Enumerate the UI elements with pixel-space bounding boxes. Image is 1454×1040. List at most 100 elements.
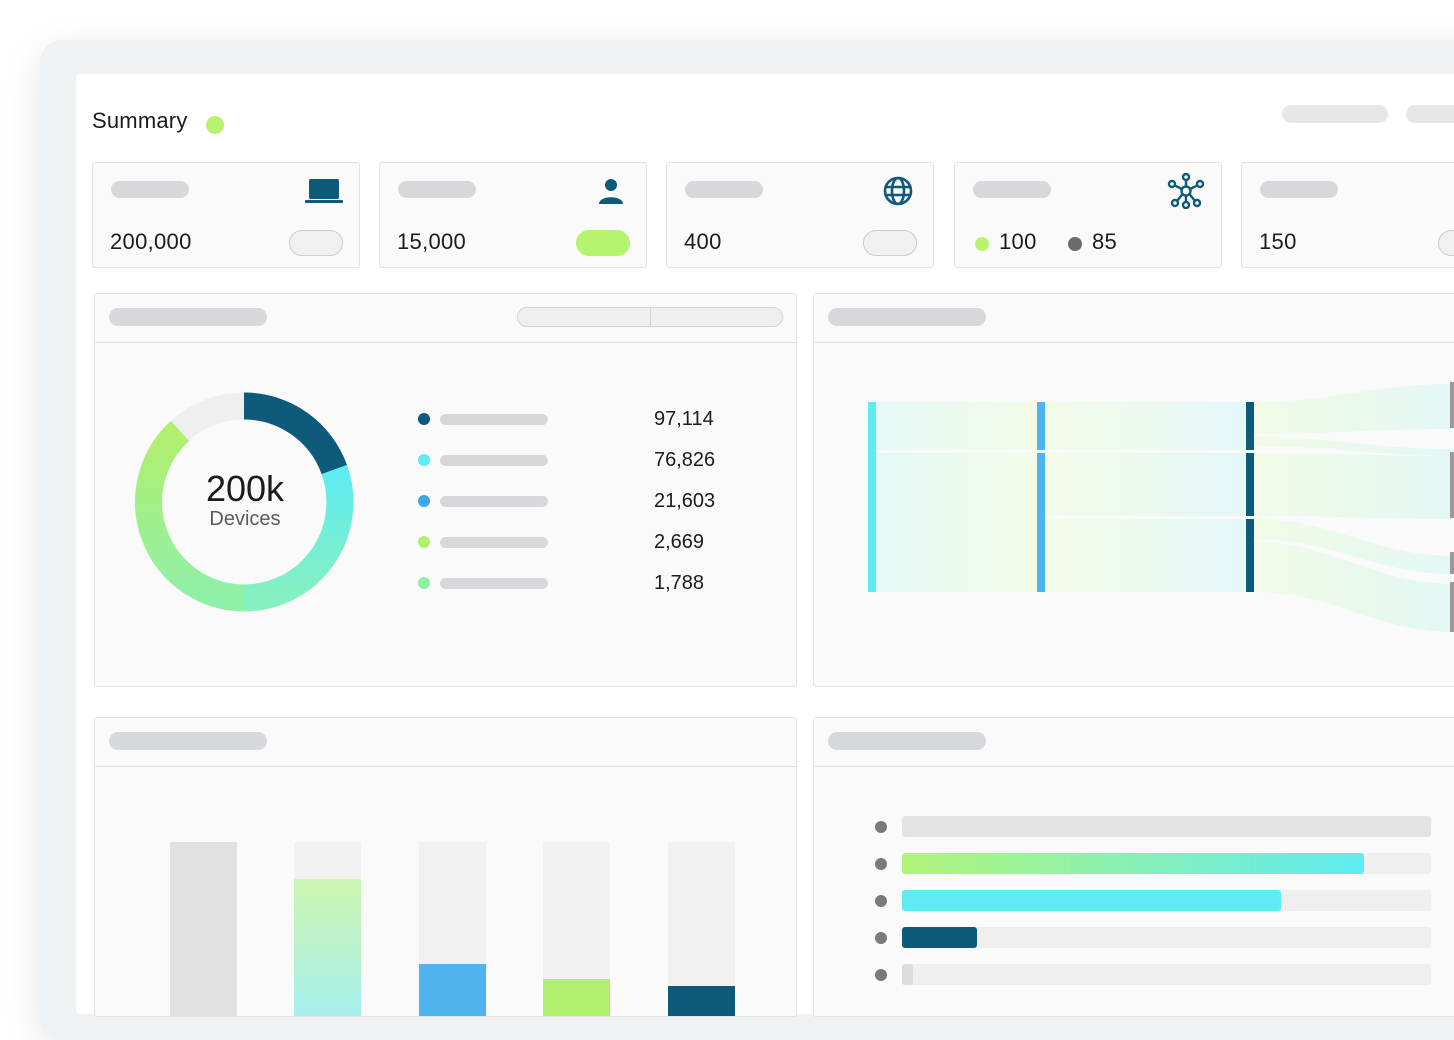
stat-card-other[interactable]: 150 bbox=[1241, 162, 1454, 268]
legend-value: 1,788 bbox=[654, 572, 705, 594]
legend-value: 21,603 bbox=[654, 490, 716, 512]
stat-card-devices[interactable]: 200,000 bbox=[92, 162, 360, 268]
sankey-node bbox=[1246, 453, 1254, 516]
bar-track bbox=[902, 853, 1431, 874]
sankey-node bbox=[1246, 402, 1254, 450]
donut-center-value: 200k bbox=[205, 468, 285, 509]
legend-label-placeholder bbox=[440, 537, 548, 548]
bar-column bbox=[294, 842, 361, 1016]
toggle-switch[interactable] bbox=[863, 230, 917, 256]
bar-row-dot bbox=[875, 932, 887, 944]
donut-segment bbox=[135, 421, 245, 612]
stat-value: 15,000 bbox=[397, 229, 467, 254]
toggle-switch[interactable] bbox=[289, 230, 343, 256]
legend-value: 76,826 bbox=[654, 449, 716, 471]
stat-card-network[interactable]: 100 85 bbox=[954, 162, 1222, 268]
legend-dot bbox=[418, 495, 430, 507]
sankey-flow bbox=[1254, 384, 1454, 434]
bar-track bbox=[902, 816, 1431, 837]
legend-value: 2,669 bbox=[654, 531, 705, 553]
legend-dot bbox=[418, 577, 430, 589]
bar-fill bbox=[902, 890, 1281, 911]
sankey-node bbox=[1450, 452, 1454, 518]
legend-label-placeholder bbox=[440, 414, 548, 425]
legend-dot bbox=[418, 454, 430, 466]
sankey-chart bbox=[868, 382, 1454, 632]
bar-row-dot bbox=[875, 858, 887, 870]
bar-fill bbox=[902, 927, 977, 948]
legend-label-placeholder bbox=[440, 455, 548, 466]
vertical-bar-panel bbox=[94, 717, 797, 1017]
sankey-node bbox=[1037, 402, 1045, 450]
sankey-flow bbox=[1254, 453, 1454, 519]
panel-title-placeholder bbox=[109, 732, 267, 750]
panel-title-placeholder bbox=[828, 308, 986, 326]
panel-header bbox=[95, 718, 796, 767]
sankey-node bbox=[1450, 382, 1454, 428]
network-hub-icon bbox=[1167, 173, 1205, 209]
bar-row-dot bbox=[875, 969, 887, 981]
flow-panel bbox=[813, 293, 1454, 687]
card-label-placeholder bbox=[1260, 181, 1338, 198]
bar-fill bbox=[902, 964, 913, 985]
sankey-flow bbox=[1254, 437, 1454, 456]
legend-dot bbox=[418, 536, 430, 548]
legend-label-placeholder bbox=[440, 578, 548, 589]
toggle-switch[interactable] bbox=[1438, 230, 1454, 256]
panel-header bbox=[814, 294, 1454, 343]
toggle-switch[interactable] bbox=[576, 230, 630, 256]
sankey-flow bbox=[876, 402, 1037, 450]
stat-value: 200,000 bbox=[110, 229, 192, 254]
header-placeholder-button[interactable] bbox=[1406, 105, 1454, 123]
segment-divider bbox=[650, 308, 651, 326]
sankey-node bbox=[1450, 552, 1454, 574]
legend-label-placeholder bbox=[440, 496, 548, 507]
sankey-node bbox=[868, 402, 876, 592]
card-label-placeholder bbox=[973, 181, 1051, 198]
stat-value-online: 100 bbox=[999, 229, 1037, 254]
card-label-placeholder bbox=[398, 181, 476, 198]
sankey-node bbox=[1037, 453, 1045, 592]
bar-fill bbox=[294, 879, 361, 1016]
donut-segment bbox=[243, 465, 354, 612]
page-title: Summary bbox=[92, 108, 188, 133]
laptop-icon bbox=[305, 175, 343, 207]
sankey-flow bbox=[1045, 402, 1246, 450]
donut-center-label: Devices bbox=[209, 508, 281, 530]
panel-header bbox=[95, 294, 796, 343]
stat-card-users[interactable]: 15,000 bbox=[379, 162, 647, 268]
bar-fill bbox=[902, 853, 1364, 874]
globe-icon bbox=[879, 175, 917, 207]
horizontal-bar-panel bbox=[813, 717, 1454, 1017]
sankey-flow bbox=[1254, 519, 1454, 574]
stat-value: 400 bbox=[684, 229, 722, 254]
donut-chart bbox=[134, 392, 354, 612]
stat-card-sites[interactable]: 400 bbox=[666, 162, 934, 268]
segmented-control[interactable] bbox=[517, 307, 783, 327]
panel-title-placeholder bbox=[828, 732, 986, 750]
bar-track bbox=[902, 927, 1431, 948]
sankey-flow bbox=[876, 453, 1037, 592]
card-label-placeholder bbox=[685, 181, 763, 198]
sankey-node bbox=[1246, 519, 1254, 592]
panel-header bbox=[814, 718, 1454, 767]
sankey-node bbox=[1450, 582, 1454, 632]
bar-track bbox=[902, 890, 1431, 911]
legend-value: 97,114 bbox=[654, 408, 714, 430]
bar-fill bbox=[543, 979, 610, 1016]
status-dot bbox=[206, 116, 224, 134]
bar-row-dot bbox=[875, 895, 887, 907]
bar-track bbox=[902, 964, 1431, 985]
card-label-placeholder bbox=[111, 181, 189, 198]
panel-title-placeholder bbox=[109, 308, 267, 326]
sankey-flow bbox=[1045, 519, 1246, 592]
bar-row-dot bbox=[875, 821, 887, 833]
devices-donut-panel: 200k Devices 97,114 76,826 21,603 2,669 … bbox=[94, 293, 797, 687]
donut-segment bbox=[243, 392, 348, 475]
header-placeholder-button[interactable] bbox=[1282, 105, 1388, 123]
bar-column bbox=[170, 842, 237, 1016]
stat-value: 150 bbox=[1259, 229, 1297, 254]
online-status-dot bbox=[975, 237, 989, 251]
offline-status-dot bbox=[1068, 237, 1082, 251]
sankey-flow bbox=[1254, 542, 1454, 632]
